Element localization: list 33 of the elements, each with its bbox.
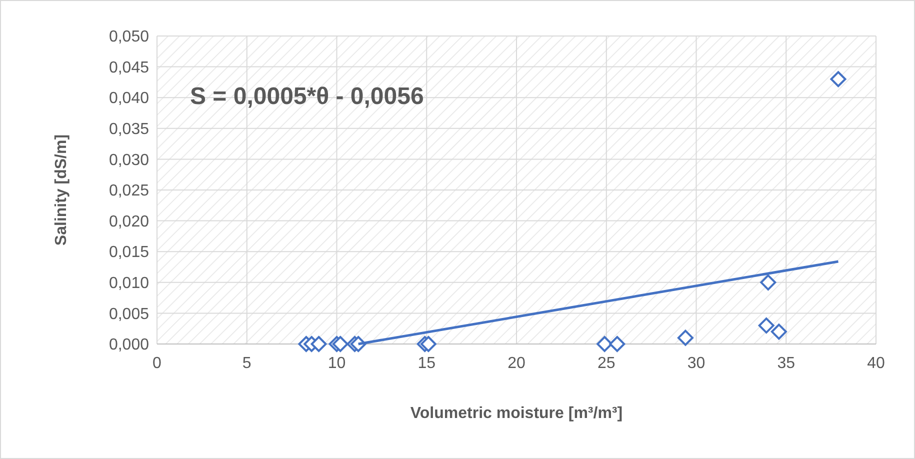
x-tick-label: 0: [152, 355, 162, 372]
y-tick-label: 0,005: [108, 306, 150, 323]
point: [770, 324, 787, 340]
y-tick-label: 0,040: [108, 90, 150, 108]
y-tick-label: 0,020: [108, 213, 150, 230]
point: [609, 336, 626, 352]
annotation: S = 0,0005*θ - 0,0056: [190, 83, 424, 110]
y-tick-label: 0,030: [108, 152, 150, 169]
point: [310, 336, 327, 352]
point: [332, 336, 348, 352]
y-tick-label: 0,045: [108, 59, 150, 76]
x-tick-label: 5: [242, 355, 252, 372]
y-tick-label: 0,015: [108, 244, 150, 262]
point: [758, 318, 774, 334]
y-tick-label: 0,035: [108, 121, 150, 138]
point: [677, 330, 694, 346]
x-tick-label: 10: [328, 355, 346, 372]
y-tick-label: 0,025: [108, 182, 150, 200]
point: [760, 274, 776, 290]
point: [596, 336, 613, 352]
x-tick-label: 40: [867, 355, 885, 372]
x-tick-label: 30: [687, 355, 706, 372]
point: [420, 336, 436, 352]
x-tick-label: 35: [777, 355, 796, 372]
y-tick-label: 0,050: [108, 28, 150, 46]
y-tick-label: 0,000: [108, 336, 150, 354]
x-tick-label: 25: [597, 355, 616, 372]
x-tick-label: 15: [418, 355, 436, 372]
y-axis-title: Salinity [dS/m]: [53, 134, 70, 246]
point: [830, 71, 846, 88]
y-tick-label: 0,010: [108, 275, 150, 292]
x-tick-label: 20: [508, 355, 526, 372]
x-axis-title: Volumetric moisture [m³/m³]: [410, 405, 623, 422]
